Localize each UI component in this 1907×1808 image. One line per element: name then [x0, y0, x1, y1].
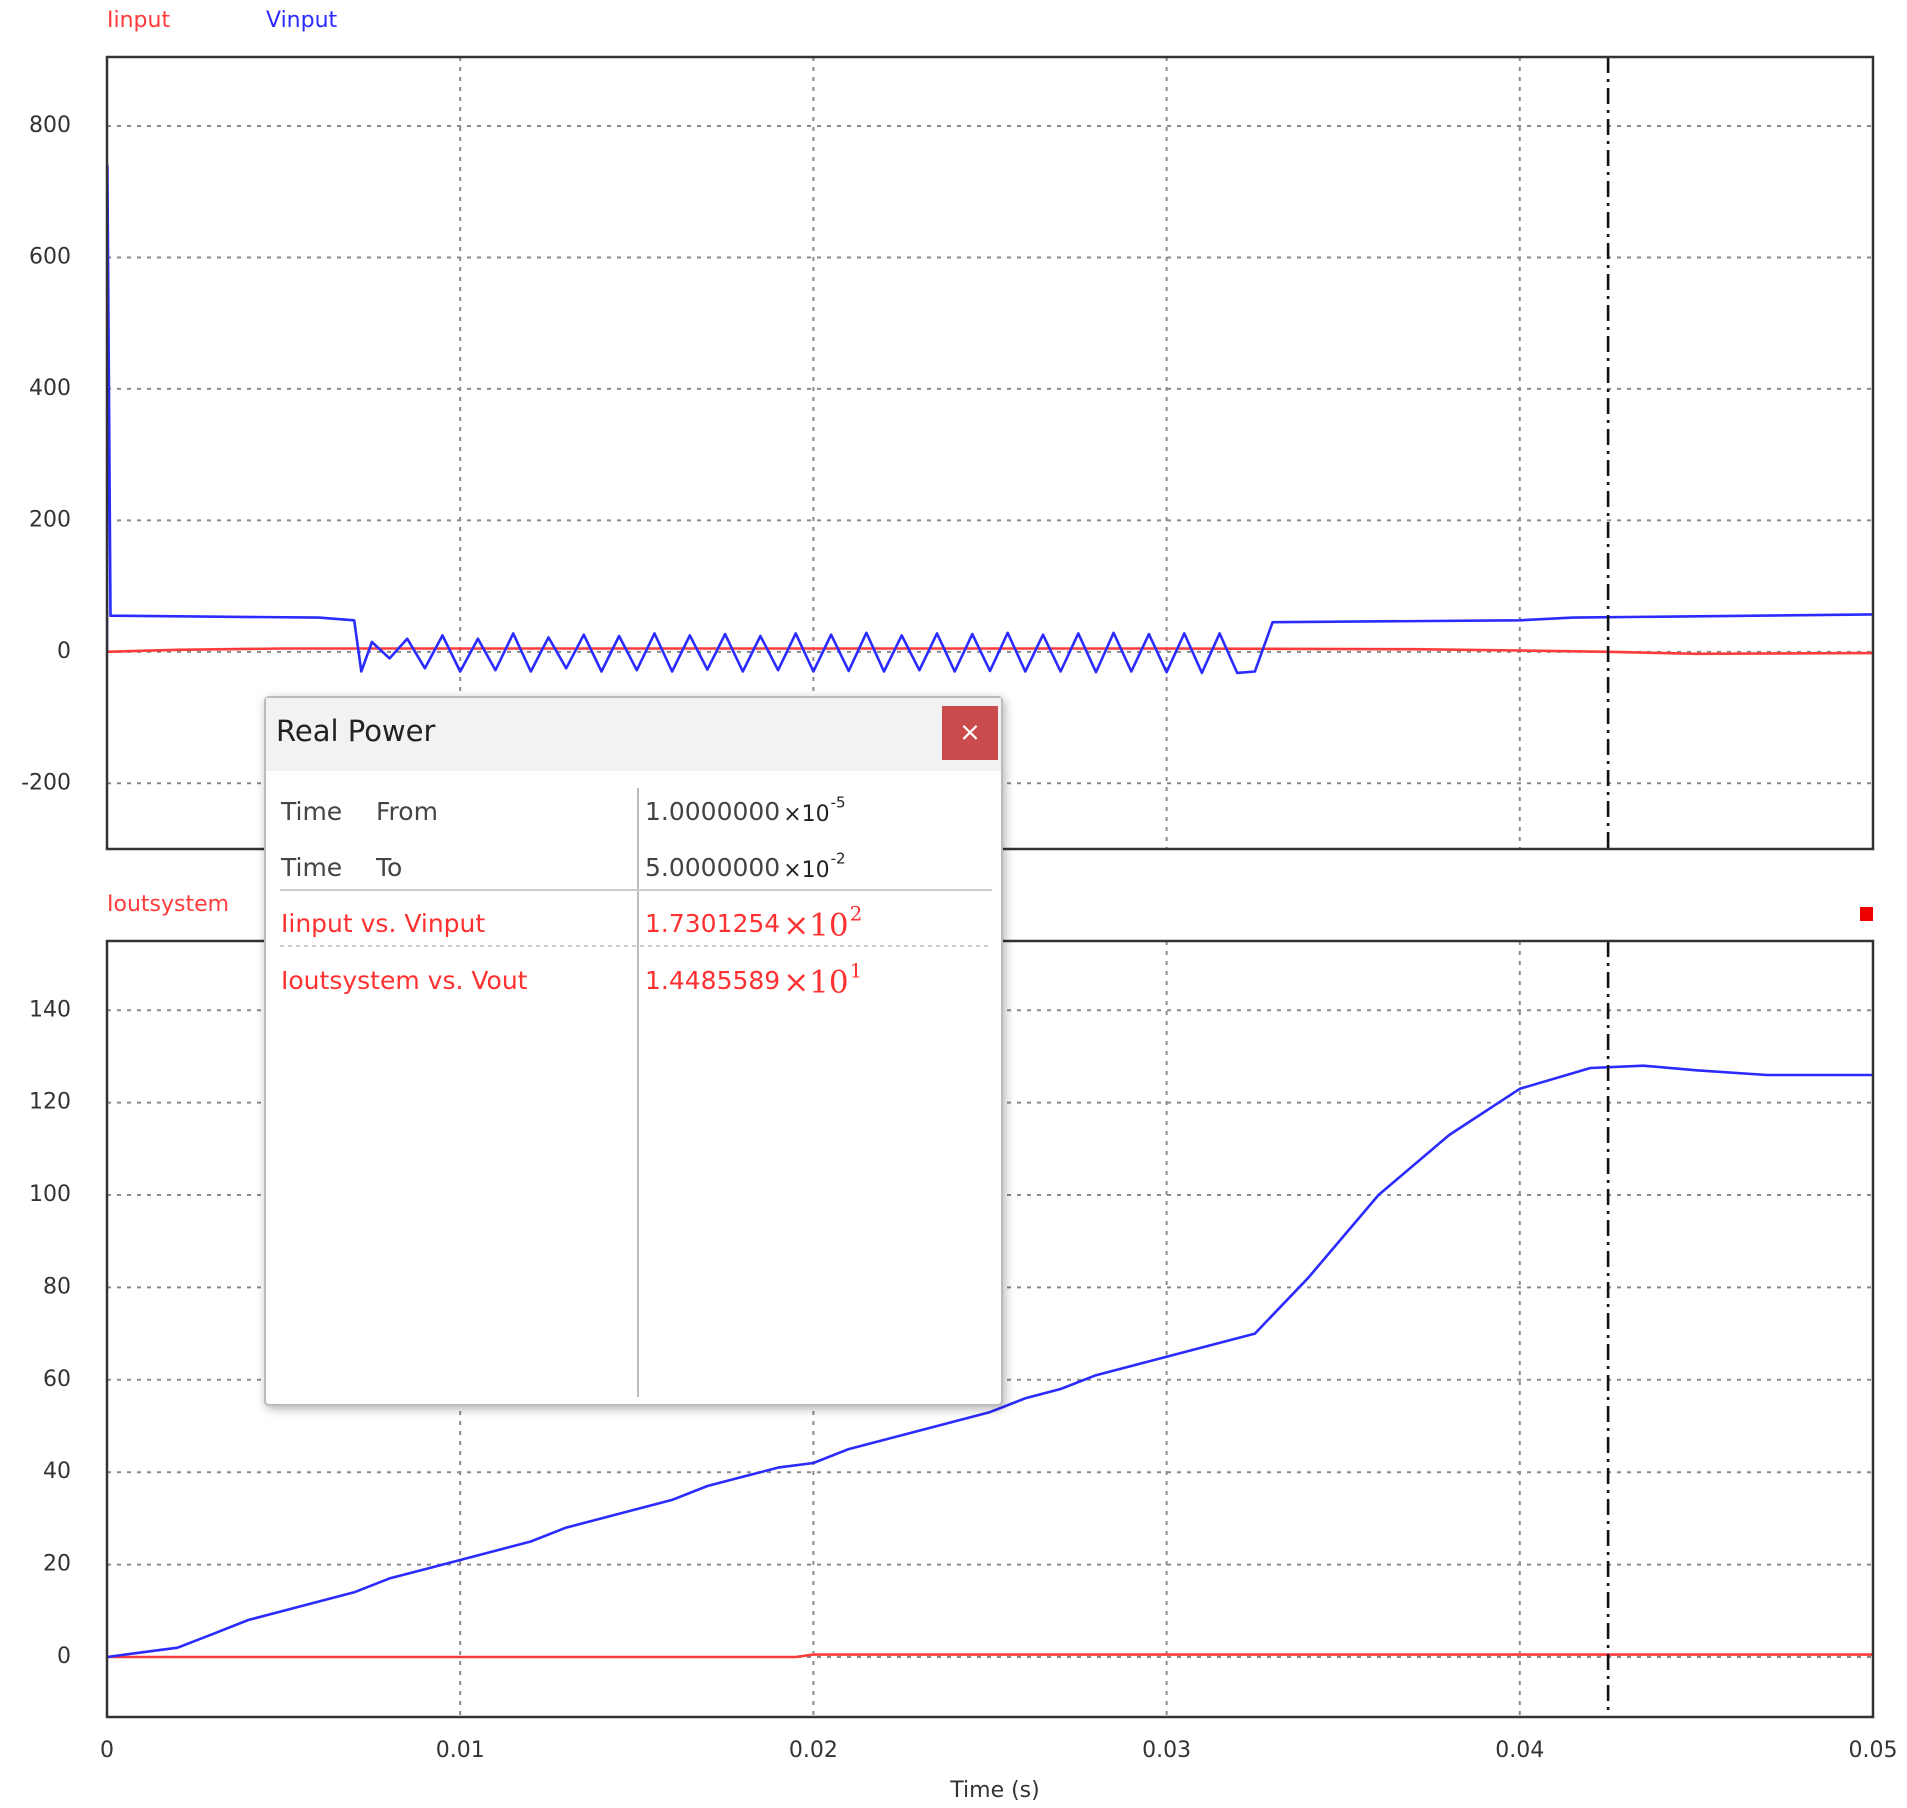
y-tick-label: 140 [29, 997, 71, 1022]
line-series [107, 1653, 1873, 1659]
x-tick-label: 0.02 [789, 1738, 838, 1763]
row-exponent: 2 [850, 902, 863, 926]
y-tick-label: 60 [43, 1367, 71, 1392]
row-label: Ioutsystem vs. Vout [281, 966, 528, 995]
y-tick-label: 100 [29, 1182, 71, 1207]
line-series [107, 164, 1873, 675]
dialog-titlebar [266, 698, 1001, 771]
y-tick-label: 20 [43, 1552, 71, 1577]
line-series [107, 647, 1873, 656]
y-tick-label: 800 [29, 113, 71, 138]
row-value: 1.0000000 [645, 797, 780, 826]
close-icon[interactable]: × [959, 718, 981, 748]
row-exponent: -5 [831, 794, 846, 812]
x-tick-label: 0.01 [436, 1738, 485, 1763]
row-exponent: -2 [831, 850, 846, 868]
y-tick-label: 600 [29, 244, 71, 269]
row-value: 1.4485589 [645, 966, 780, 995]
x-tick-label: 0.04 [1495, 1738, 1544, 1763]
x-tick-label: 0.03 [1142, 1738, 1191, 1763]
row-value: 5.0000000 [645, 853, 780, 882]
y-tick-label: -200 [21, 770, 71, 795]
row-sublabel: To [375, 853, 402, 882]
y-tick-label: 80 [43, 1274, 71, 1299]
y-tick-label: 400 [29, 376, 71, 401]
x-tick-label: 0.05 [1849, 1738, 1898, 1763]
y-tick-label: 0 [57, 639, 71, 664]
row-sublabel: From [376, 797, 438, 826]
y-tick-label: 200 [29, 507, 71, 532]
row-multiplier: ×10 [783, 802, 829, 827]
line-series [107, 1064, 1873, 1659]
row-label: Time [280, 853, 342, 882]
row-label: Iinput vs. Vinput [281, 909, 485, 938]
row-exponent: 1 [850, 959, 863, 983]
row-multiplier: ×10 [783, 965, 848, 1001]
legend-label: Iinput [107, 8, 170, 33]
legend-label: Ioutsystem [107, 892, 229, 917]
y-tick-label: 120 [29, 1090, 71, 1115]
row-multiplier: ×10 [783, 908, 848, 944]
x-tick-label: 0 [100, 1738, 114, 1763]
close-button[interactable] [942, 706, 998, 760]
y-tick-label: 0 [57, 1644, 71, 1669]
dialog-title: Real Power [276, 714, 435, 748]
dialog-box [264, 696, 1003, 1406]
x-axis-label: Time (s) [949, 1778, 1039, 1803]
series-group [107, 164, 1873, 675]
row-multiplier: ×10 [783, 858, 829, 883]
series-group [107, 1064, 1873, 1659]
row-value: 1.7301254 [645, 909, 780, 938]
row-label: Time [280, 797, 342, 826]
marker [1860, 907, 1873, 921]
y-tick-label: 40 [43, 1459, 71, 1484]
legend-label: Vinput [266, 8, 338, 33]
